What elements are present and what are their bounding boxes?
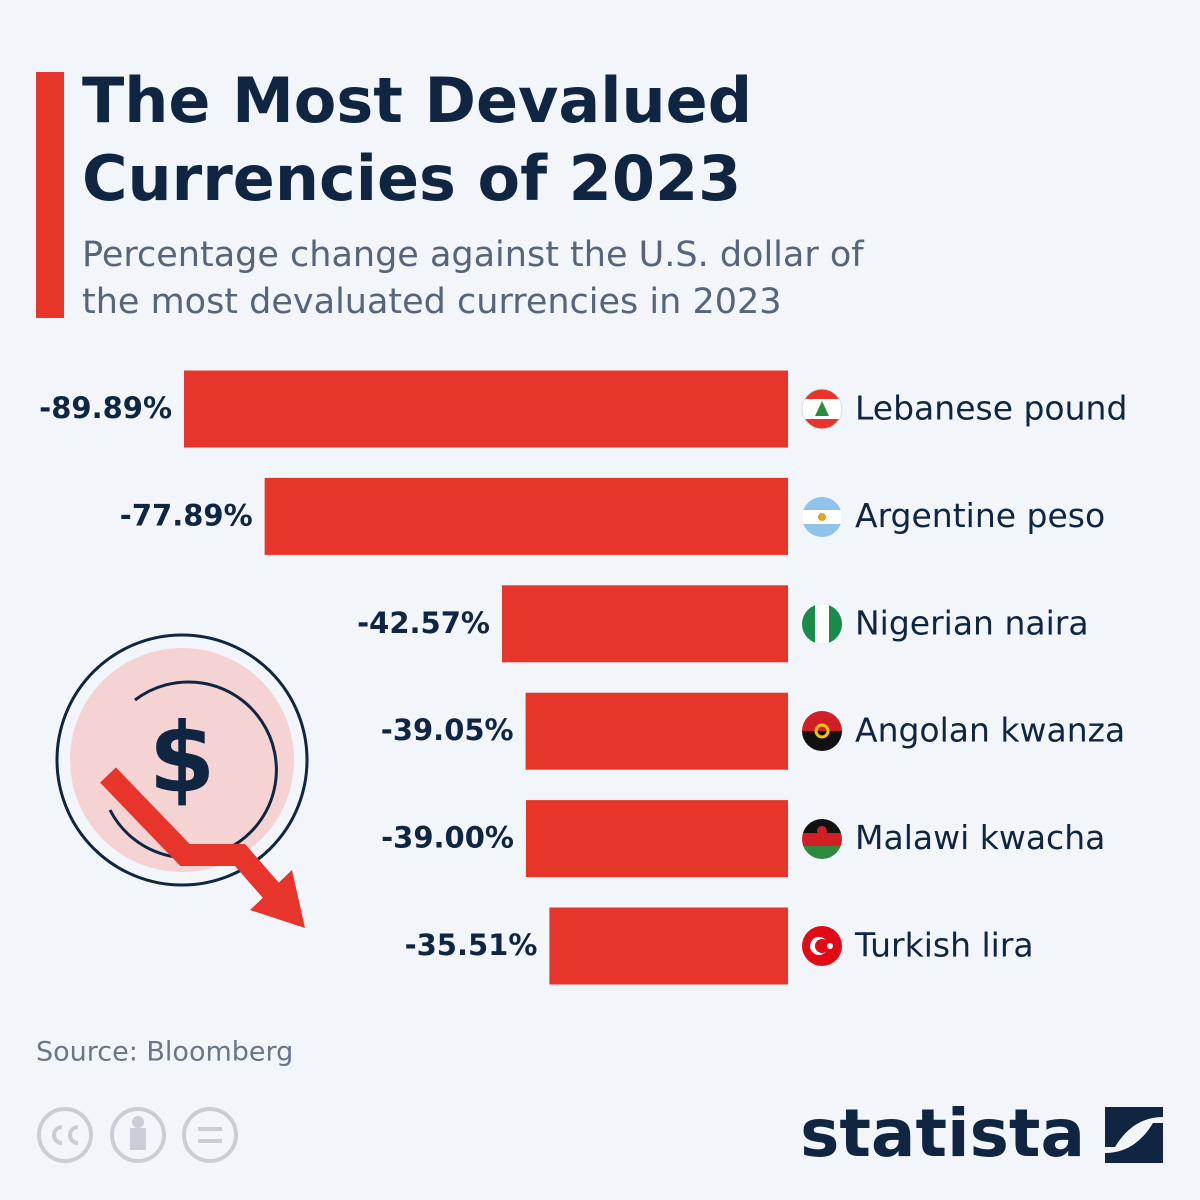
bar bbox=[501, 585, 788, 663]
flag-lebanon bbox=[801, 388, 843, 430]
brand-logo: statista bbox=[800, 1095, 1085, 1172]
value-label: -39.00% bbox=[381, 821, 514, 855]
value-label: -35.51% bbox=[405, 928, 538, 962]
flag-angola bbox=[802, 711, 842, 751]
icon-symbol: $ bbox=[149, 702, 216, 814]
flag-nigeria bbox=[802, 604, 842, 644]
category-label: Angolan kwanza bbox=[855, 711, 1125, 750]
chart-title: The Most Devalued Currencies of 2023 bbox=[82, 64, 753, 215]
category-label: Turkish lira bbox=[854, 926, 1034, 965]
license-icons bbox=[37, 1107, 238, 1163]
value-label: -77.89% bbox=[120, 498, 253, 532]
bar bbox=[184, 370, 788, 448]
chart-subtitle: Percentage change against the U.S. dolla… bbox=[82, 235, 864, 322]
category-label: Malawi kwacha bbox=[855, 818, 1105, 857]
category-label: Lebanese pound bbox=[855, 389, 1127, 428]
bar bbox=[525, 800, 788, 878]
bar bbox=[264, 477, 788, 555]
flag-turkey bbox=[802, 926, 842, 966]
value-label: -42.57% bbox=[357, 606, 490, 640]
source: Source: Bloomberg bbox=[36, 1037, 293, 1068]
accent-bar bbox=[36, 72, 64, 318]
category-label: Argentine peso bbox=[855, 496, 1105, 535]
value-label: -39.05% bbox=[381, 713, 514, 747]
value-label: -89.89% bbox=[39, 391, 172, 425]
category-label: Nigerian naira bbox=[855, 603, 1089, 642]
brand-mark bbox=[1105, 1107, 1163, 1163]
flag-malawi bbox=[802, 819, 842, 859]
flag-argentina bbox=[802, 497, 842, 537]
bar bbox=[525, 692, 788, 770]
bar bbox=[549, 907, 788, 985]
currency-icon: $ bbox=[55, 633, 309, 928]
